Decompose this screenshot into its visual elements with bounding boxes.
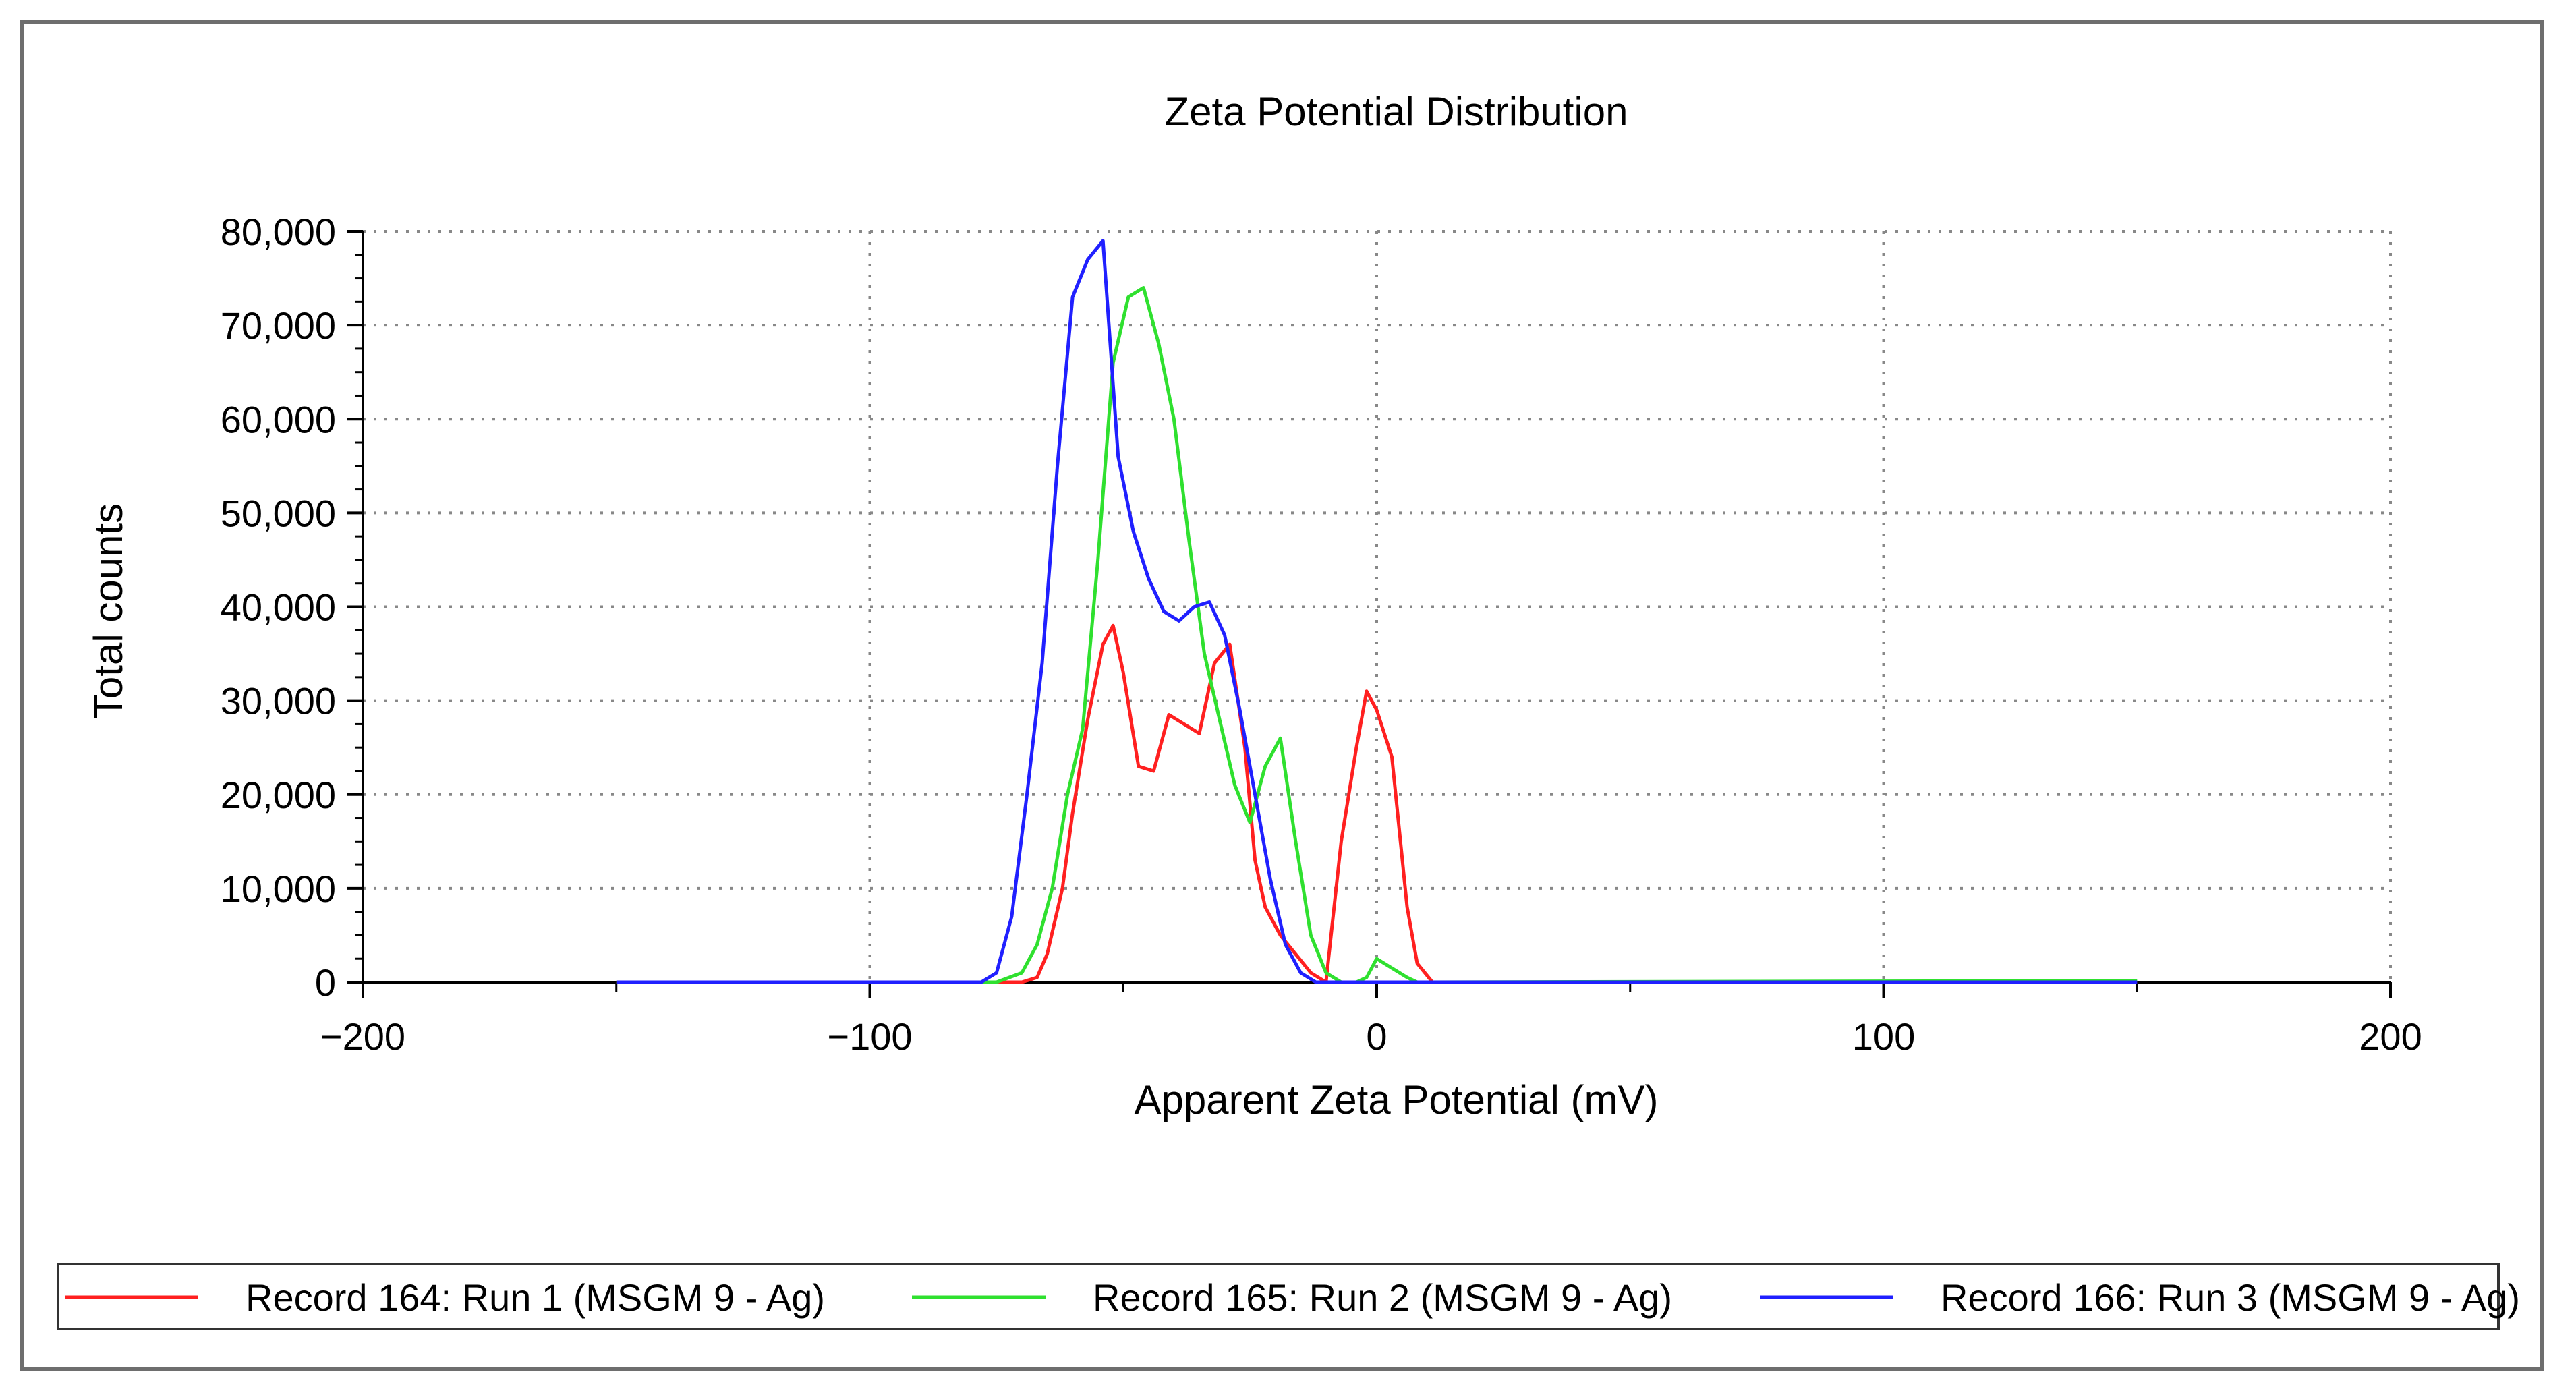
legend-label-run-3: Record 166: Run 3 (MSGM 9 - Ag) [1941, 1276, 2520, 1319]
y-tick-label: 80,000 [221, 210, 336, 253]
x-axis-label: Apparent Zeta Potential (mV) [1134, 1077, 1658, 1122]
axis-layer [347, 230, 2392, 998]
series-line-run-2 [616, 286, 2138, 984]
y-tick-label: 20,000 [221, 774, 336, 816]
legend-box [57, 1263, 2500, 1330]
x-tick-label: −100 [827, 1015, 912, 1058]
chart-title: Zeta Potential Distribution [1164, 89, 1628, 134]
y-axis-label: Total counts [86, 503, 131, 719]
legend: Record 164: Run 1 (MSGM 9 - Ag) Record 16… [57, 1263, 2520, 1330]
y-tick-label: 60,000 [221, 398, 336, 440]
x-tick-label: 0 [1366, 1015, 1387, 1058]
series-line-run-1 [616, 623, 2138, 984]
series-line-run-3 [616, 239, 2138, 984]
y-tick-label: 70,000 [221, 304, 336, 347]
series-layer [616, 239, 2138, 984]
grid-layer [363, 230, 2392, 982]
y-tick-label: 0 [315, 961, 336, 1004]
y-tick-label: 50,000 [221, 492, 336, 534]
legend-label-run-2: Record 165: Run 2 (MSGM 9 - Ag) [1093, 1276, 1672, 1319]
y-tick-label: 30,000 [221, 680, 336, 722]
y-tick-label: 10,000 [221, 867, 336, 910]
tick-label-layer: 0 10,000 20,000 30,000 40,000 50,000 60,000 70,… [221, 210, 2422, 1058]
x-tick-label: 200 [2359, 1015, 2422, 1058]
zeta-chart: Zeta Potential Distribution 0 10,000 20,00… [57, 89, 2520, 1330]
y-tick-label: 40,000 [221, 586, 336, 629]
x-tick-label: 100 [1852, 1015, 1915, 1058]
chart-frame: Zeta Potential Distribution 0 10,000 20,00… [20, 20, 2544, 1371]
legend-label-run-1: Record 164: Run 1 (MSGM 9 - Ag) [246, 1276, 825, 1319]
x-tick-label: −200 [320, 1015, 405, 1058]
